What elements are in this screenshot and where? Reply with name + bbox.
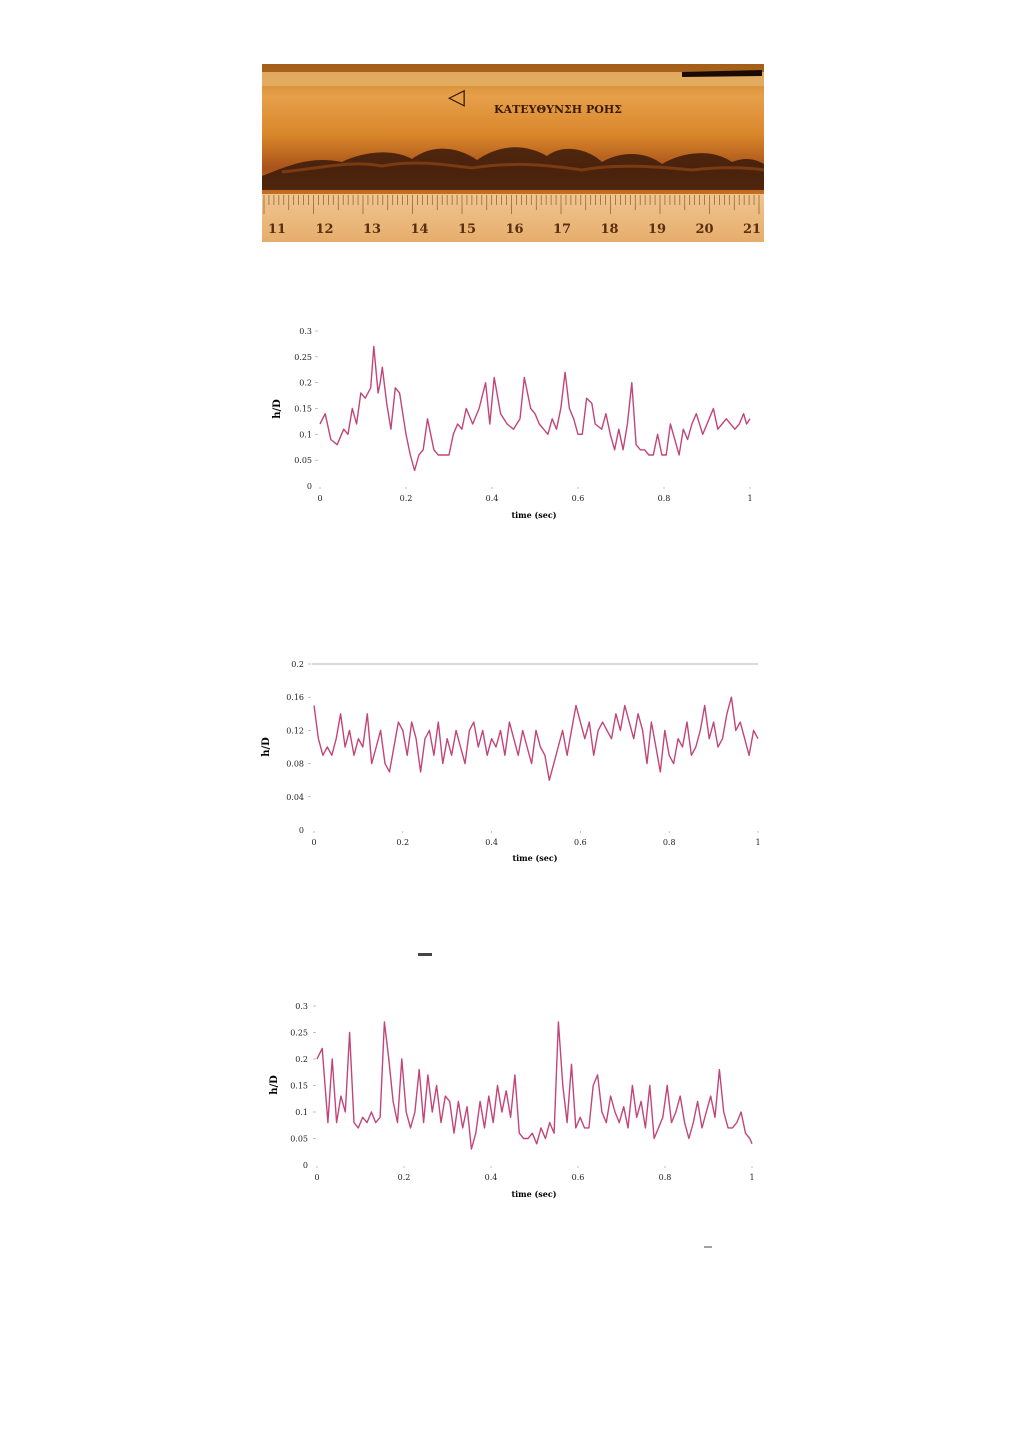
chart-3: h/D time (sec) 0 0.05 0.1 0.15 0.2 0.25 0.3 0 0… — [269, 1002, 755, 1199]
ruler-numbers: 11 12 13 14 15 16 17 18 19 20 21 — [268, 222, 761, 237]
x-tick-label: 0.8 — [663, 838, 676, 847]
pipe-top-strip — [262, 72, 764, 86]
pipe-top-edge — [262, 64, 764, 72]
scan-speck — [418, 953, 432, 956]
series-line — [316, 1021, 753, 1150]
y-tick-label: 0.3 — [299, 327, 312, 336]
x-tick-label: 0.2 — [398, 1173, 411, 1182]
series-line — [319, 345, 751, 472]
x-tick-label: 0 — [311, 838, 316, 847]
y-axis-label: h/D — [269, 1075, 280, 1095]
y-tick-label: 0 — [299, 826, 304, 835]
liquid-wave-highlight — [281, 161, 764, 174]
scan-speck — [704, 1246, 712, 1248]
x-tick-label: 0.4 — [485, 1173, 498, 1182]
flow-direction-arrow-icon: ◁ — [448, 85, 465, 110]
ruler-number: 14 — [410, 222, 428, 237]
x-tick-label: 0.8 — [658, 494, 671, 503]
y-tick-label: 0.05 — [290, 1135, 308, 1144]
series-line — [313, 696, 759, 781]
y-tick-label: 0.2 — [299, 379, 312, 388]
y-tick-label: 0.12 — [286, 726, 304, 735]
y-tick-label: 0.25 — [294, 353, 312, 362]
y-tick-label: 0 — [303, 1161, 308, 1170]
ruler-ticks — [263, 195, 760, 214]
x-tick-label: 0.4 — [485, 838, 498, 847]
x-tick-label: 1 — [747, 494, 752, 503]
x-tick-label: 0 — [317, 494, 322, 503]
y-tick-label: 0.3 — [295, 1002, 308, 1011]
ruler-number: 16 — [505, 222, 523, 237]
x-tick-label: 0.8 — [659, 1173, 672, 1182]
ruler-number: 21 — [743, 222, 761, 237]
y-axis-label: h/D — [261, 737, 272, 757]
chart-1: h/D time (sec) 0 0.05 0.1 0.15 0.2 0.25 0.3 0 0… — [272, 327, 753, 520]
dark-streak — [682, 70, 762, 77]
ruler-number: 12 — [315, 222, 333, 237]
flow-direction-caption: ΚΑΤΕΥΘΥΝΣΗ ΡΟΗΣ — [494, 103, 622, 116]
chart-2: h/D time (sec) 0 0.04 0.08 0.12 0.16 0.2 0 0.2… — [261, 660, 761, 863]
x-tick-label: 0.2 — [400, 494, 413, 503]
y-tick-label: 0 — [307, 482, 312, 491]
ruler-number: 13 — [363, 222, 381, 237]
y-tick-label: 0.08 — [286, 760, 304, 769]
x-tick-label: 0 — [314, 1173, 319, 1182]
y-tick-label: 0.15 — [290, 1082, 308, 1091]
y-tick-label: 0.1 — [295, 1108, 308, 1117]
ruler-number: 19 — [648, 222, 666, 237]
ruler-strip — [262, 194, 764, 242]
x-axis-label: time (sec) — [512, 853, 557, 863]
y-tick-label: 0.2 — [291, 660, 304, 669]
liquid-wave-layer — [262, 147, 764, 190]
x-axis-label: time (sec) — [511, 510, 556, 520]
x-tick-label: 0.6 — [572, 1173, 585, 1182]
x-tick-label: 1 — [755, 838, 760, 847]
x-tick-label: 0.4 — [486, 494, 499, 503]
ruler-number: 18 — [600, 222, 618, 237]
x-tick-label: 0.6 — [572, 494, 585, 503]
y-tick-label: 0.1 — [299, 430, 312, 439]
y-tick-label: 0.25 — [290, 1029, 308, 1038]
flow-pipe-photo: ◁ ΚΑΤΕΥΘΥΝΣΗ ΡΟΗΣ 11 12 13 14 15 16 17 18 19 20 21 — [262, 64, 764, 242]
x-tick-label: 0.2 — [396, 838, 409, 847]
ruler-number: 17 — [553, 222, 571, 237]
y-tick-label: 0.04 — [286, 793, 304, 802]
x-tick-label: 0.6 — [574, 838, 587, 847]
ruler-number: 20 — [695, 222, 713, 237]
ruler-number: 11 — [268, 222, 286, 237]
x-axis-label: time (sec) — [511, 1189, 556, 1199]
y-axis-label: h/D — [272, 399, 283, 419]
ruler-number: 15 — [458, 222, 476, 237]
y-tick-label: 0.15 — [294, 405, 312, 414]
y-tick-label: 0.16 — [286, 693, 304, 702]
x-tick-label: 1 — [749, 1173, 754, 1182]
y-tick-label: 0.2 — [295, 1055, 308, 1064]
y-tick-label: 0.05 — [294, 456, 312, 465]
